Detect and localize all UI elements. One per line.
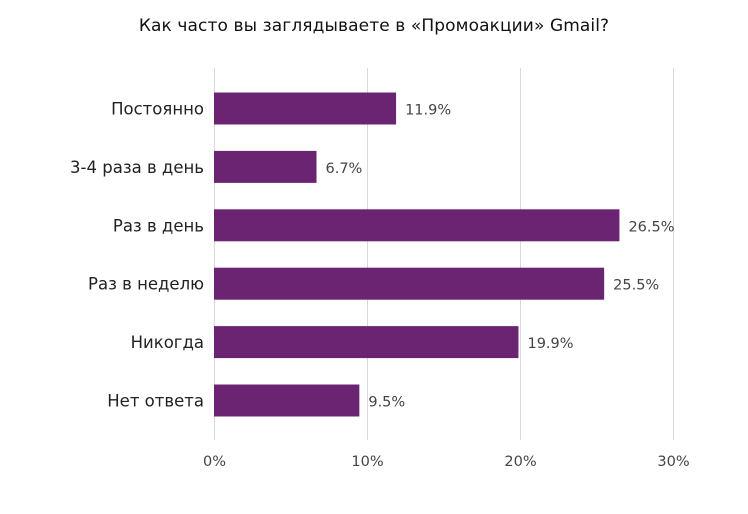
value-label: 9.5%	[368, 395, 405, 411]
bar	[214, 326, 519, 359]
value-label: 25.5%	[613, 278, 659, 294]
category-label: Никогда	[131, 333, 204, 352]
bar	[214, 267, 605, 300]
category-label: Постоянно	[111, 100, 204, 119]
category-label: Раз в день	[113, 216, 204, 235]
category-label: Раз в неделю	[88, 275, 204, 294]
bar	[214, 150, 317, 183]
chart-title: Как часто вы заглядываете в «Промоакции»…	[138, 16, 610, 36]
x-tick-label: 30%	[657, 454, 689, 470]
x-tick-label: 20%	[504, 454, 536, 470]
value-label: 19.9%	[527, 336, 573, 352]
value-label: 26.5%	[628, 219, 674, 235]
value-label: 11.9%	[405, 103, 451, 119]
x-tick-label: 0%	[203, 454, 226, 470]
bar-layer	[214, 92, 620, 417]
bar	[214, 209, 620, 242]
bar	[214, 92, 397, 125]
label-layer: 0% 10% 20% 30% Постоянно 11.9% 3-4 раза в день…	[70, 100, 690, 471]
grid-layer	[214, 68, 674, 440]
bar	[214, 384, 360, 417]
category-label: 3-4 раза в день	[70, 158, 204, 177]
x-tick-label: 10%	[351, 454, 383, 470]
value-label: 6.7%	[326, 161, 363, 177]
category-label: Нет ответа	[107, 392, 204, 411]
